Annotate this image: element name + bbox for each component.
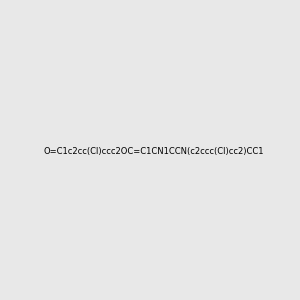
Text: O=C1c2cc(Cl)ccc2OC=C1CN1CCN(c2ccc(Cl)cc2)CC1: O=C1c2cc(Cl)ccc2OC=C1CN1CCN(c2ccc(Cl)cc2…	[44, 147, 264, 156]
